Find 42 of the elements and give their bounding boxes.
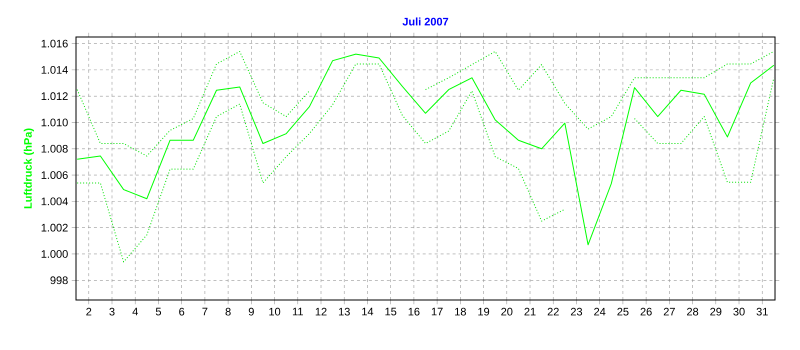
x-tick-label: 29 (710, 308, 722, 316)
x-tick-label: 8 (226, 308, 231, 316)
x-tick-label: 25 (617, 308, 629, 316)
x-tick-label: 27 (664, 308, 675, 316)
y-axis-title: Luftdruck (hPa) (24, 128, 34, 208)
x-tick-label: 9 (248, 308, 254, 316)
y-tick-label: 1.006 (42, 171, 68, 179)
x-tick-label: 26 (640, 308, 652, 316)
x-tick-label: 16 (408, 308, 420, 316)
x-tick-label: 4 (132, 308, 138, 316)
x-tick-label: 28 (687, 308, 698, 316)
x-tick-label: 11 (292, 308, 303, 316)
chart-title: Juli 2007 (402, 17, 448, 26)
x-tick-label: 13 (338, 308, 350, 316)
x-tick-label: 10 (269, 308, 280, 316)
y-tick-label: 1.014 (42, 66, 68, 74)
y-tick-label: 1.016 (42, 40, 68, 48)
x-tick-label: 12 (316, 308, 327, 316)
y-tick-label: 1.008 (42, 144, 68, 153)
y-tick-label: 1.002 (42, 224, 68, 232)
y-tick-label: 1.010 (42, 118, 68, 126)
x-tick-label: 3 (109, 308, 115, 316)
x-tick-label: 2 (86, 308, 92, 316)
x-tick-label: 6 (179, 308, 184, 316)
x-tick-label: 7 (202, 308, 208, 316)
x-tick-label: 15 (385, 308, 396, 316)
x-tick-label: 14 (362, 308, 374, 316)
x-tick-label: 17 (432, 308, 443, 316)
x-tick-label: 21 (524, 308, 536, 316)
x-tick-label: 24 (594, 308, 606, 316)
x-tick-label: 18 (455, 308, 466, 316)
y-tick-label: 1.004 (42, 198, 68, 206)
y-tick-label: 1.012 (42, 92, 68, 100)
y-tick-label: 998 (50, 276, 68, 284)
y-tick-label: 1.000 (42, 250, 68, 258)
x-tick-label: 23 (570, 308, 582, 316)
x-tick-label: 5 (156, 308, 162, 316)
x-tick-label: 30 (733, 308, 745, 316)
x-tick-label: 19 (478, 308, 490, 316)
x-tick-label: 31 (756, 308, 768, 316)
x-tick-label: 22 (548, 308, 559, 316)
x-tick-label: 20 (501, 308, 512, 316)
